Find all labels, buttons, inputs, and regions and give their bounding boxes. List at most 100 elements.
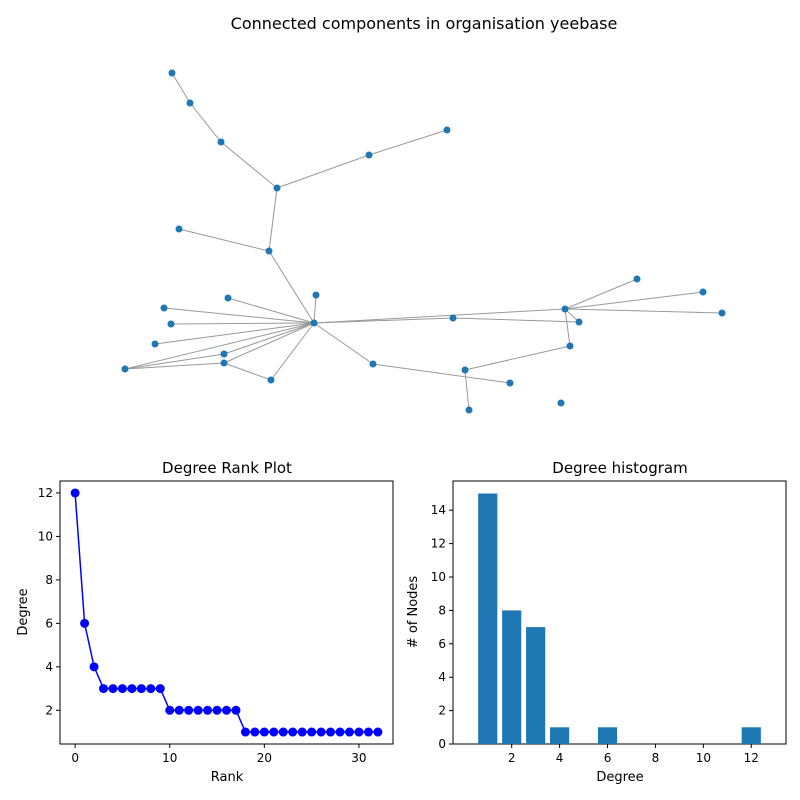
graph-nodes [121, 69, 726, 414]
rank-point [344, 727, 354, 737]
histogram-ticks: 2 4 6 8 10 12 0 2 4 6 8 10 12 14 [431, 503, 759, 765]
graph-edge [452, 317, 580, 323]
degree-histogram: Degree histogram 2 4 6 8 10 12 0 2 4 6 8 10 12 14 Deg… [406, 459, 787, 785]
rank-point [99, 684, 109, 694]
histogram-bar [741, 727, 761, 744]
graph-node [168, 69, 176, 77]
graph-edge [220, 141, 278, 189]
graph-edge [464, 369, 470, 411]
rank-point [335, 727, 345, 737]
graph-edge [171, 72, 191, 104]
graph-node [186, 99, 194, 107]
graph-node [566, 342, 574, 350]
y-tick-label: 4 [45, 660, 53, 674]
rank-plot-ylabel: Degree [16, 588, 31, 635]
rank-point [240, 727, 250, 737]
rank-point [278, 727, 288, 737]
y-tick-label: 10 [38, 529, 53, 543]
rank-plot-series [70, 488, 383, 737]
graph-edge [372, 363, 511, 384]
graph-edge [564, 308, 723, 314]
graph-edge [124, 322, 315, 370]
y-tick-label: 6 [438, 637, 446, 651]
graph-edge [368, 129, 448, 156]
y-tick-label: 0 [438, 737, 446, 751]
graph-node [121, 365, 129, 373]
graph-node [224, 294, 232, 302]
rank-point [184, 705, 194, 715]
graph-node [220, 359, 228, 367]
graph-edge [124, 353, 225, 370]
x-tick-label: 8 [652, 751, 660, 765]
network-graph [121, 69, 726, 414]
graph-edge [223, 362, 272, 381]
graph-edge [163, 307, 315, 324]
rank-point [127, 684, 137, 694]
graph-node [575, 318, 583, 326]
rank-plot-ticks: 0 10 20 30 2 4 6 8 10 12 [38, 486, 367, 765]
graph-edge [313, 308, 566, 324]
graph-node [217, 138, 225, 146]
rank-point [80, 618, 90, 628]
x-tick-label: 2 [508, 751, 516, 765]
rank-point [288, 727, 298, 737]
graph-edge [313, 294, 317, 324]
graph-node [369, 360, 377, 368]
x-tick-label: 6 [604, 751, 612, 765]
graph-edge [124, 362, 225, 370]
graph-node [443, 126, 451, 134]
rank-point [222, 705, 231, 715]
graph-node [557, 399, 565, 407]
rank-point [136, 684, 146, 694]
rank-series-line [74, 492, 378, 733]
rank-point [155, 684, 165, 694]
y-tick-label: 10 [431, 570, 446, 584]
rank-point [326, 727, 336, 737]
y-tick-label: 6 [45, 616, 53, 630]
y-tick-label: 2 [438, 704, 446, 718]
x-tick-label: 10 [696, 751, 711, 765]
graph-node [461, 366, 469, 374]
histogram-ylabel: # of Nodes [406, 576, 421, 649]
x-tick-label: 4 [556, 751, 564, 765]
y-tick-label: 4 [438, 670, 446, 684]
graph-edge [564, 308, 571, 347]
rank-point [307, 727, 317, 737]
graph-node [312, 291, 320, 299]
graph-edge [178, 228, 270, 252]
rank-point [89, 662, 99, 672]
graph-edge [268, 250, 315, 324]
x-tick-label: 30 [351, 751, 366, 765]
graph-node [273, 184, 281, 192]
graph-edges [124, 72, 723, 411]
graph-edge [223, 322, 315, 355]
y-tick-label: 8 [438, 603, 446, 617]
rank-point [193, 705, 203, 715]
graph-node [449, 314, 457, 322]
histogram-title: Degree histogram [552, 459, 687, 477]
x-tick-label: 0 [71, 751, 79, 765]
histogram-frame [452, 480, 787, 745]
y-tick-label: 8 [45, 573, 53, 587]
histogram-bar [478, 493, 498, 744]
graph-edge [464, 345, 571, 371]
graph-edge [223, 322, 315, 364]
rank-point [70, 488, 80, 498]
graph-edge [313, 322, 374, 365]
graph-node [506, 379, 514, 387]
graph-node [220, 350, 228, 358]
graph-node [267, 376, 275, 384]
rank-point [203, 705, 213, 715]
graph-edge [564, 278, 638, 310]
graph-node [465, 406, 473, 414]
rank-point [108, 684, 118, 694]
histogram-bar [550, 727, 570, 744]
rank-plot-xlabel: Rank [211, 770, 244, 785]
rank-point [146, 684, 156, 694]
graph-node [175, 225, 183, 233]
graph-node [160, 304, 168, 312]
rank-plot-frame [59, 480, 394, 745]
y-tick-label: 2 [45, 703, 53, 717]
graph-node [265, 247, 273, 255]
graph-edge [276, 154, 370, 189]
